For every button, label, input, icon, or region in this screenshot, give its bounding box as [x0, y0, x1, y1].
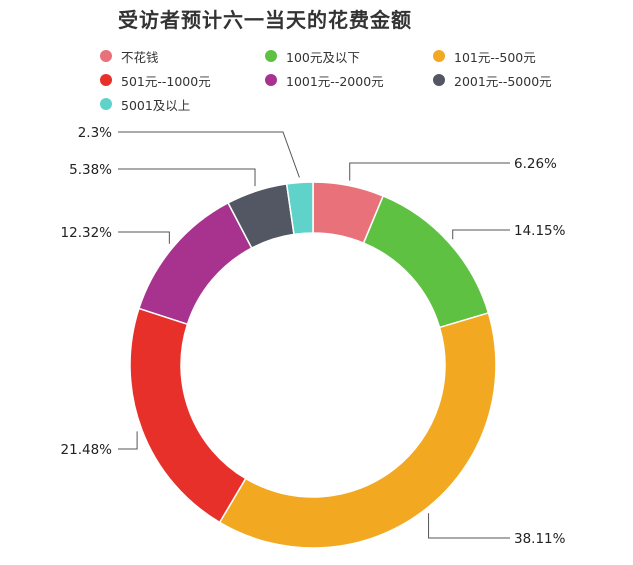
data-label-2: 14.15% [514, 223, 566, 239]
chart-title: 受访者预计六一当天的花费金额 [118, 8, 412, 32]
legend-item-1001-2000: 1001元--2000元 [265, 71, 433, 90]
leader-line-7 [118, 131, 300, 178]
legend-item-501-1000: 501元--1000元 [100, 71, 265, 90]
data-label-1: 6.26% [514, 156, 557, 172]
legend-swatch [100, 98, 112, 110]
leader-line-1 [349, 162, 510, 181]
legend-label: 不花钱 [121, 49, 159, 65]
legend: 不花钱 100元及以下 101元--500元 501元--1000元 1001元… [100, 44, 620, 116]
legend-label: 501元--1000元 [121, 73, 211, 89]
data-label-4: 21.48% [61, 442, 113, 458]
slice-5 [138, 201, 253, 326]
data-label-6: 5.38% [69, 162, 112, 178]
legend-item-no-spend: 不花钱 [100, 47, 265, 66]
legend-swatch [433, 50, 445, 62]
legend-item-5001-above: 5001及以上 [100, 95, 265, 114]
leader-line-6 [118, 168, 256, 187]
leader-line-4 [118, 431, 138, 450]
slice-2 [362, 194, 490, 329]
legend-label: 5001及以上 [121, 97, 191, 113]
legend-swatch [265, 50, 277, 62]
leader-line-5 [118, 231, 170, 244]
leader-line-3 [428, 513, 510, 539]
data-label-5: 12.32% [61, 225, 113, 241]
legend-label: 2001元--5000元 [454, 73, 552, 89]
slice-3 [218, 312, 497, 549]
legend-label: 100元及以下 [286, 49, 360, 65]
legend-item-2001-5000: 2001元--5000元 [433, 71, 598, 90]
legend-item-101-500: 101元--500元 [433, 47, 598, 66]
legend-swatch [100, 74, 112, 86]
legend-item-100-below: 100元及以下 [265, 47, 433, 66]
data-label-3: 38.11% [514, 531, 566, 547]
legend-swatch [265, 74, 277, 86]
data-label-7: 2.3% [78, 125, 112, 141]
legend-swatch [433, 74, 445, 86]
slice-7 [285, 181, 314, 236]
leader-line-2 [452, 229, 510, 240]
legend-label: 1001元--2000元 [286, 73, 384, 89]
legend-label: 101元--500元 [454, 49, 536, 65]
legend-swatch [100, 50, 112, 62]
slice-4 [129, 307, 247, 524]
